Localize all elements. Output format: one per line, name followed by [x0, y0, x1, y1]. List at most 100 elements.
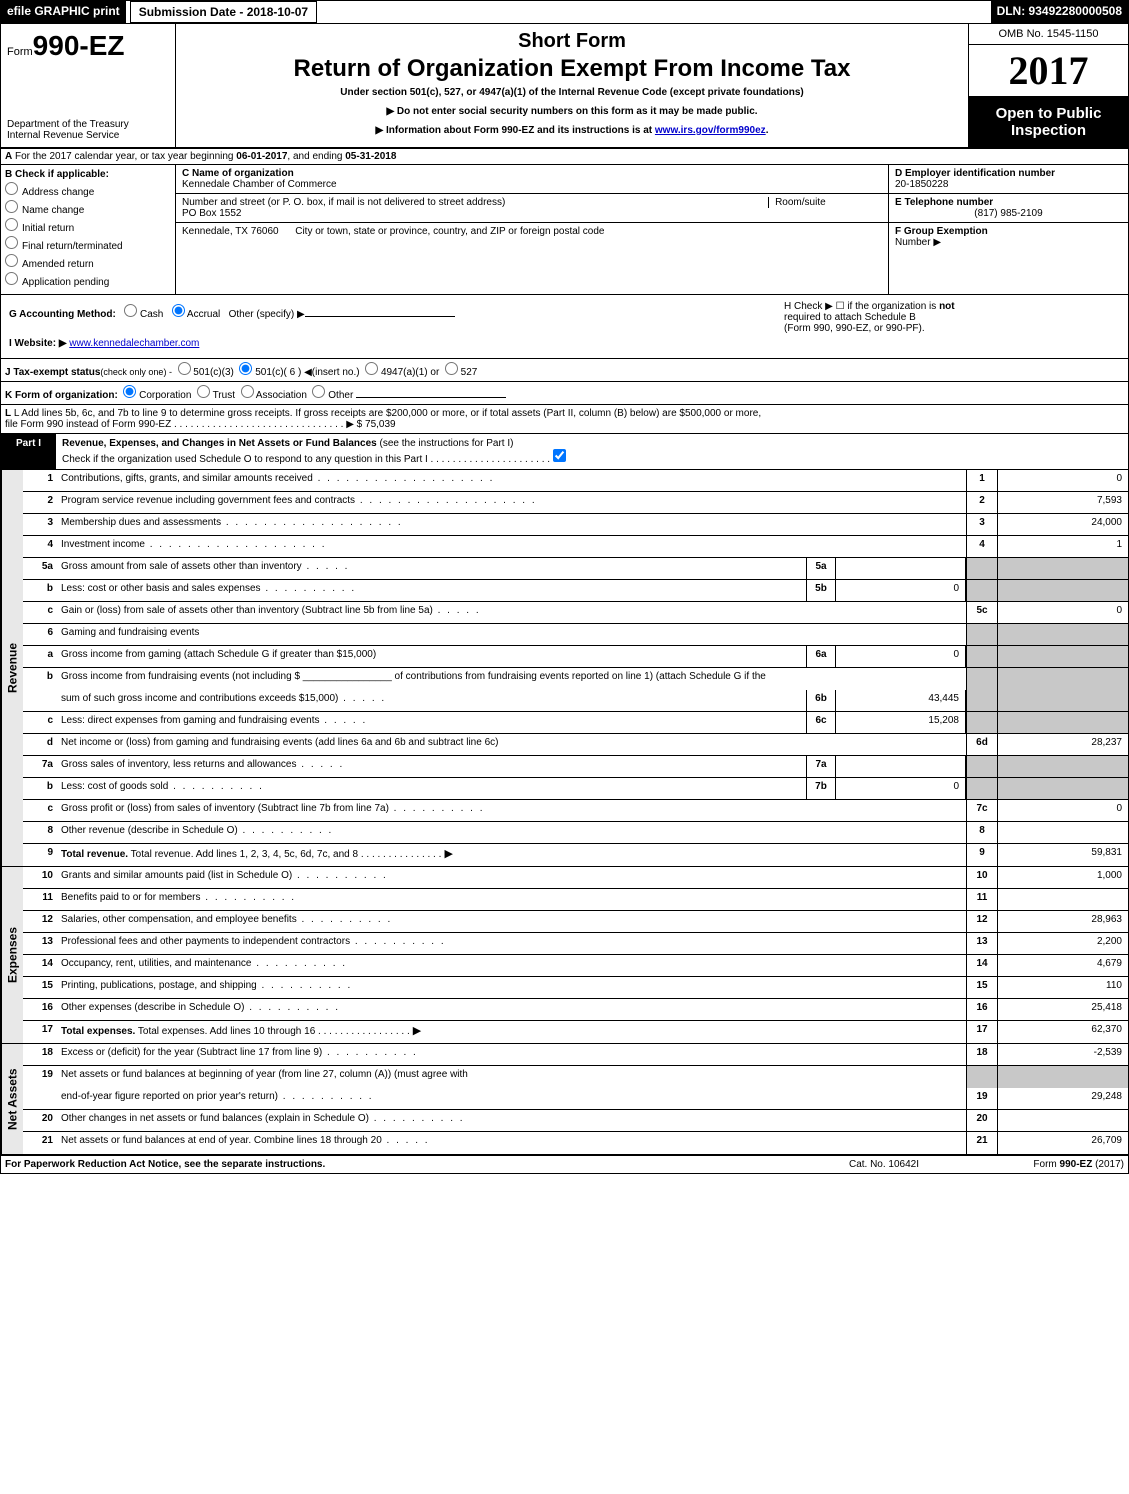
r6a-mn: 6a — [806, 646, 836, 667]
header-center: Short Form Return of Organization Exempt… — [176, 24, 968, 147]
chk-address-change[interactable]: Address change — [5, 182, 171, 198]
r1-ev: 0 — [998, 470, 1128, 491]
radio-name-change[interactable] — [5, 200, 18, 213]
radio-accrual[interactable] — [172, 304, 185, 317]
part1-schedule-o-check[interactable] — [553, 449, 566, 462]
r19b-desc: end-of-year figure reported on prior yea… — [57, 1088, 966, 1109]
r6-desc: Gaming and fundraising events — [57, 624, 966, 645]
chk-initial-return[interactable]: Initial return — [5, 218, 171, 234]
opt-trust: Trust — [213, 390, 235, 401]
expenses-rows: 10Grants and similar amounts paid (list … — [23, 867, 1128, 1043]
footer-catno: Cat. No. 10642I — [784, 1159, 984, 1170]
radio-assoc[interactable] — [241, 385, 254, 398]
radio-address-change[interactable] — [5, 182, 18, 195]
r11-num: 11 — [23, 889, 57, 910]
c-name-value: Kennedale Chamber of Commerce — [182, 179, 882, 190]
r20-num: 20 — [23, 1110, 57, 1131]
r6c-mv: 15,208 — [836, 712, 966, 733]
r6c-mn: 6c — [806, 712, 836, 733]
netassets-section: Net Assets 18Excess or (deficit) for the… — [1, 1044, 1128, 1156]
radio-initial-return[interactable] — [5, 218, 18, 231]
g-accounting: G Accounting Method: Cash Accrual Other … — [5, 301, 784, 352]
chk-final-return[interactable]: Final return/terminated — [5, 236, 171, 252]
radio-cash[interactable] — [124, 304, 137, 317]
revenue-rows: 1Contributions, gifts, grants, and simil… — [23, 470, 1128, 866]
chk-amended[interactable]: Amended return — [5, 254, 171, 270]
radio-trust[interactable] — [197, 385, 210, 398]
r20-desc: Other changes in net assets or fund bala… — [57, 1110, 966, 1131]
b-header: B Check if applicable: — [5, 169, 171, 180]
e-label: E Telephone number — [895, 197, 1122, 208]
r13-en: 13 — [966, 933, 998, 954]
radio-501c[interactable] — [239, 362, 252, 375]
r21-num: 21 — [23, 1132, 57, 1154]
r12-en: 12 — [966, 911, 998, 932]
b-letter: B — [5, 169, 12, 180]
irs-link[interactable]: www.irs.gov/form990ez — [655, 125, 766, 136]
row-19: 19Net assets or fund balances at beginni… — [23, 1066, 1128, 1088]
r4-en: 4 — [966, 536, 998, 557]
r6c-num: c — [23, 712, 57, 733]
i-website-line: I Website: ▶ www.kennedalechamber.com — [5, 335, 784, 352]
r7a-en — [966, 756, 998, 777]
row-9: 9Total revenue. Total revenue. Add lines… — [23, 844, 1128, 866]
dept-line1: Department of the Treasury — [7, 119, 169, 130]
notice-ssn: ▶ Do not enter social security numbers o… — [180, 106, 964, 117]
opt-501c3: 501(c)(3) — [193, 367, 234, 378]
radio-final-return[interactable] — [5, 236, 18, 249]
radio-pending[interactable] — [5, 272, 18, 285]
r5b-num: b — [23, 580, 57, 601]
row-6d: dNet income or (loss) from gaming and fu… — [23, 734, 1128, 756]
radio-527[interactable] — [445, 362, 458, 375]
form-page: efile GRAPHIC print Submission Date - 20… — [0, 0, 1129, 1174]
r7b-num: b — [23, 778, 57, 799]
k-other-blank[interactable] — [356, 397, 506, 398]
netassets-rows: 18Excess or (deficit) for the year (Subt… — [23, 1044, 1128, 1154]
r18-ev: -2,539 — [998, 1044, 1128, 1065]
expenses-side-label: Expenses — [1, 867, 23, 1043]
website-link[interactable]: www.kennedalechamber.com — [69, 338, 199, 349]
r7a-mn: 7a — [806, 756, 836, 777]
r18-en: 18 — [966, 1044, 998, 1065]
r10-en: 10 — [966, 867, 998, 888]
r5a-desc: Gross amount from sale of assets other t… — [57, 558, 806, 579]
r16-ev: 25,418 — [998, 999, 1128, 1020]
r7b-desc: Less: cost of goods sold — [57, 778, 806, 799]
r21-desc: Net assets or fund balances at end of ye… — [57, 1132, 966, 1154]
footer-left: For Paperwork Reduction Act Notice, see … — [5, 1159, 784, 1170]
c-city-row: Kennedale, TX 76060 City or town, state … — [176, 223, 888, 294]
r9-ev: 59,831 — [998, 844, 1128, 866]
top-bar: efile GRAPHIC print Submission Date - 20… — [1, 1, 1128, 24]
c-name-label: C Name of organization — [182, 168, 882, 179]
r7c-en: 7c — [966, 800, 998, 821]
radio-amended[interactable] — [5, 254, 18, 267]
line-j: J Tax-exempt status(check only one) - 50… — [1, 359, 1128, 382]
chk-pending[interactable]: Application pending — [5, 272, 171, 288]
r15-num: 15 — [23, 977, 57, 998]
radio-other-org[interactable] — [312, 385, 325, 398]
col-c: C Name of organization Kennedale Chamber… — [176, 165, 888, 294]
netassets-side-label: Net Assets — [1, 1044, 23, 1154]
r6a-en — [966, 646, 998, 667]
f-group: F Group Exemption Number ▶ — [889, 223, 1128, 294]
r2-desc: Program service revenue including govern… — [57, 492, 966, 513]
header-right: OMB No. 1545-1150 2017 Open to Public In… — [968, 24, 1128, 147]
d-value: 20-1850228 — [895, 179, 1122, 190]
c-city-label: City or town, state or province, country… — [295, 226, 604, 237]
radio-501c3[interactable] — [178, 362, 191, 375]
g-other-blank[interactable] — [305, 316, 455, 317]
r6d-en: 6d — [966, 734, 998, 755]
radio-corp[interactable] — [123, 385, 136, 398]
chk-name-change[interactable]: Name change — [5, 200, 171, 216]
r13-ev: 2,200 — [998, 933, 1128, 954]
opt-name-change: Name change — [22, 205, 84, 216]
r7a-ev — [998, 756, 1128, 777]
r5a-ev — [998, 558, 1128, 579]
header-left: Form990-EZ Department of the Treasury In… — [1, 24, 176, 147]
r20-en: 20 — [966, 1110, 998, 1131]
radio-4947[interactable] — [365, 362, 378, 375]
r10-desc: Grants and similar amounts paid (list in… — [57, 867, 966, 888]
r14-ev: 4,679 — [998, 955, 1128, 976]
r7b-ev — [998, 778, 1128, 799]
r5a-mv — [836, 558, 966, 579]
